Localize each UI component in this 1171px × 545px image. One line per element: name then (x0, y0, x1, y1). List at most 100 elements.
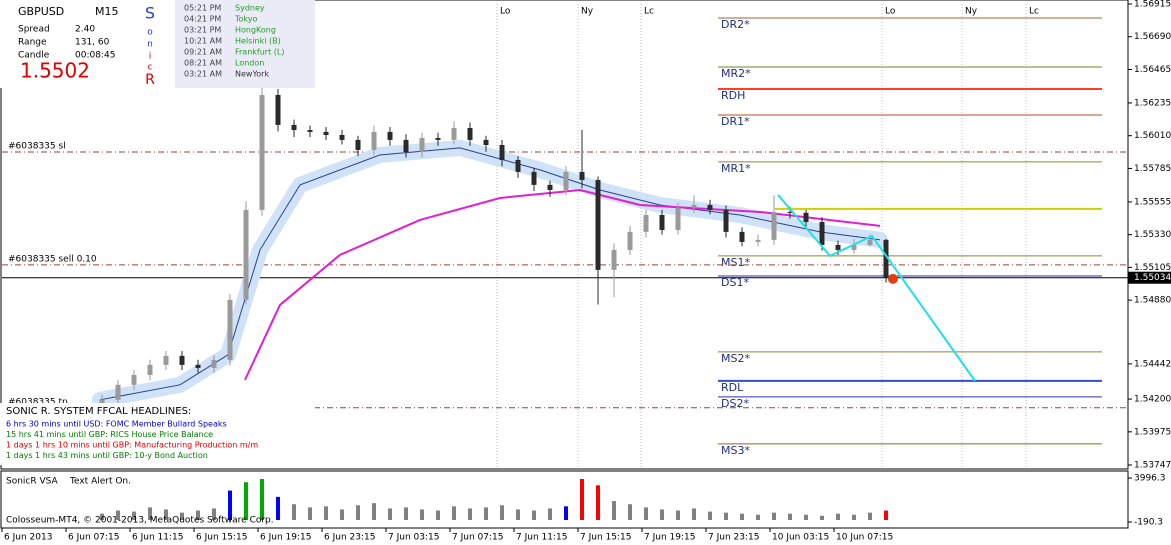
x-tick-label: 7 Jun 11:15 (516, 533, 567, 543)
pivot-label: MR2* (721, 67, 751, 80)
candle-body (211, 359, 217, 368)
candle-body (595, 179, 601, 270)
volume-bar (388, 508, 392, 520)
candle-body (275, 94, 281, 125)
candle-body (883, 239, 889, 278)
session-name: Tokyo (234, 15, 258, 24)
headline: 1 days 1 hrs 10 mins until GBP: Manufact… (6, 441, 258, 450)
volume-bar (884, 510, 888, 520)
volume-bar (596, 485, 600, 520)
candle-body (835, 244, 841, 250)
session-name: Helsinki (B) (235, 37, 281, 46)
session-label: Lc (644, 7, 654, 17)
candle-body (723, 209, 729, 232)
candle-body (627, 231, 633, 250)
headline-title: SONIC R. SYSTEM FFCAL HEADLINES: (6, 406, 191, 417)
symbol: GBPUSD (18, 5, 64, 18)
candle-body (467, 127, 473, 140)
volume-bar (500, 505, 504, 520)
copyright: Colosseum-MT4, © 2001-2013, MetaQuotes S… (6, 516, 274, 526)
indicator-title: SonicR VSA (6, 477, 59, 487)
volume-bar (724, 512, 728, 520)
volume-bar (772, 512, 776, 520)
y-tick-label: 1.53975 (1134, 427, 1171, 437)
y-tick-label: 1.55105 (1134, 263, 1171, 273)
candle-body (147, 364, 153, 375)
volume-bar (564, 506, 568, 520)
range: 131, 60 (75, 38, 110, 48)
candle-body (387, 131, 393, 140)
volume-bar (468, 508, 472, 520)
x-tick-label: 10 Jun 07:15 (836, 533, 893, 543)
candle-body (339, 134, 345, 140)
vol-tick-label: 3996.3 (1134, 474, 1166, 484)
session-name: NewYork (235, 70, 269, 79)
volume-bar (788, 513, 792, 520)
volume-bar (148, 507, 152, 520)
candle-body (851, 244, 857, 250)
volume-bar (100, 513, 104, 520)
volume-bar (676, 510, 680, 520)
session-name: HongKong (235, 26, 276, 35)
volume-bar (132, 511, 136, 520)
volume-bar (868, 512, 872, 520)
candle-body (483, 139, 489, 146)
y-tick-label: 1.55785 (1134, 164, 1171, 174)
candle-body (515, 159, 521, 172)
session-time: 08:21 AM (184, 59, 222, 68)
candle-label: Candle (18, 51, 50, 61)
candle-body (435, 138, 441, 140)
y-tick-label: 1.56465 (1134, 65, 1171, 75)
bid-price: 1.5502 (20, 59, 90, 83)
volume-bar (452, 506, 456, 520)
session-time: 03:21 AM (184, 70, 222, 79)
headline-panel (0, 403, 315, 465)
candle-body (371, 131, 377, 150)
price-box (1128, 271, 1171, 284)
y-tick-label: 1.56690 (1134, 32, 1171, 42)
ma-slow (244, 188, 881, 381)
candle-body (563, 171, 569, 190)
candle-body (755, 239, 761, 242)
x-tick-label: 6 Jun 07:15 (68, 533, 119, 543)
candle-body (707, 204, 713, 210)
candle-body (739, 231, 745, 242)
candle-body (787, 211, 793, 213)
volume-bar (404, 507, 408, 520)
pivot-label: MS1* (721, 256, 750, 269)
x-tick-label: 6 Jun 19:15 (260, 533, 311, 543)
candle-body (259, 94, 265, 210)
candle-body (163, 355, 169, 365)
volume-bar (228, 490, 232, 520)
candle-body (307, 130, 313, 132)
candle-body (179, 355, 185, 365)
logo-letter: i (149, 52, 152, 62)
spread: 2.40 (75, 25, 95, 35)
volume-bar (740, 513, 744, 520)
y-tick-label: 1.53747 (1134, 461, 1171, 471)
candle-body (691, 204, 697, 208)
logo-letter: n (147, 40, 153, 50)
y-tick-label: 1.54880 (1134, 296, 1171, 306)
volume-bar (356, 505, 360, 520)
range-label: Range (18, 38, 47, 48)
candle-body (499, 145, 505, 160)
x-tick-label: 10 Jun 03:15 (772, 533, 829, 543)
volume-bar (484, 507, 488, 520)
x-tick-label: 7 Jun 15:15 (580, 533, 631, 543)
volume-bar (308, 507, 312, 520)
volume-bar (244, 482, 248, 520)
session-time: 03:21 PM (184, 26, 221, 35)
trade-label: #6038335 tp (8, 397, 68, 407)
candle-body (531, 171, 537, 185)
x-tick-label: 7 Jun 07:15 (452, 533, 503, 543)
candle-body (115, 384, 121, 400)
volume-bar (372, 503, 376, 520)
candle-body (659, 215, 665, 230)
vol-tick-label: -190.3 (1134, 518, 1163, 528)
sub-frame (0, 470, 1129, 529)
volume-bar (548, 508, 552, 520)
zigzag (777, 194, 976, 382)
candle-body (803, 212, 809, 222)
